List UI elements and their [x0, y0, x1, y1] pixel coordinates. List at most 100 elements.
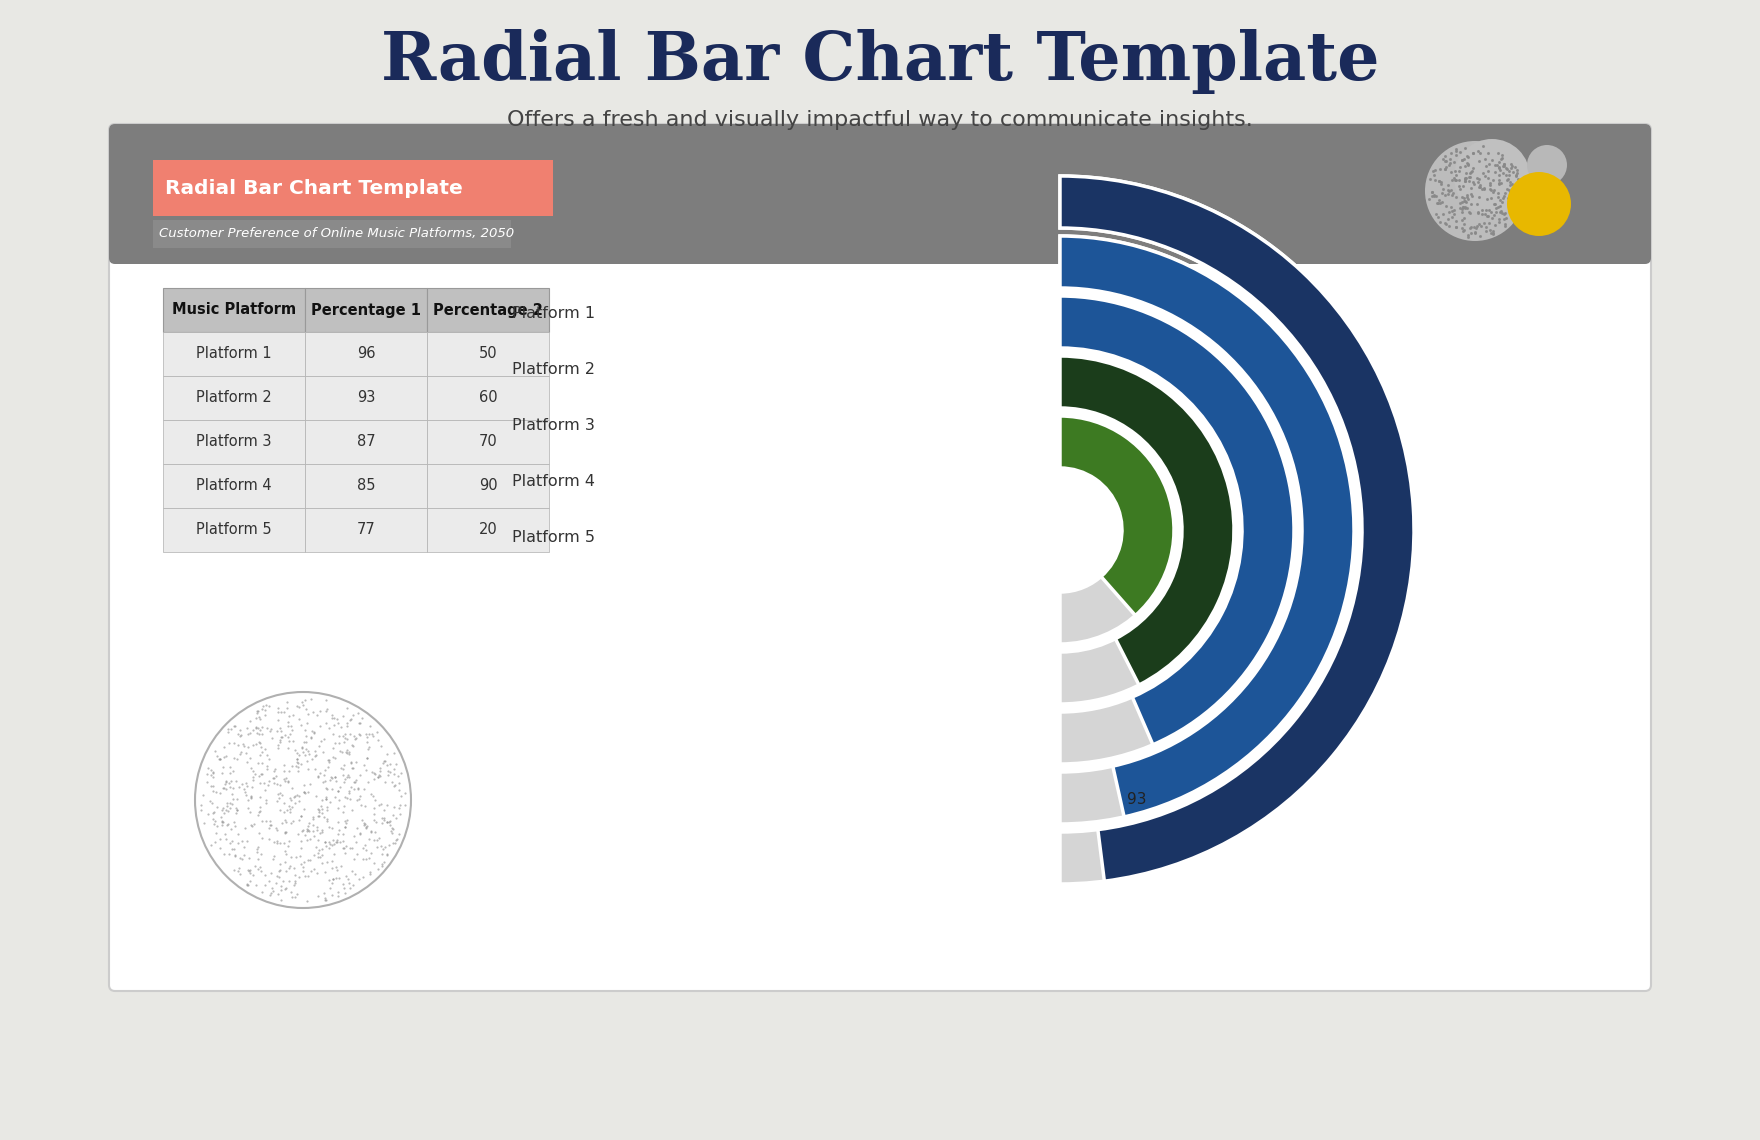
Point	[308, 800, 336, 819]
Text: 96: 96	[357, 347, 375, 361]
Circle shape	[1528, 145, 1566, 185]
Point	[232, 744, 260, 763]
Text: Radial Bar Chart Template: Radial Bar Chart Template	[165, 179, 463, 197]
Point	[377, 822, 405, 840]
Point	[218, 820, 246, 838]
Point	[333, 741, 361, 759]
Point	[195, 791, 224, 809]
Point	[354, 773, 382, 791]
Point	[232, 776, 260, 795]
Text: Offers a fresh and visually impactful way to communicate insights.: Offers a fresh and visually impactful wa…	[507, 109, 1253, 130]
Point	[303, 817, 331, 836]
Point	[350, 814, 378, 832]
Point	[236, 816, 264, 834]
Point	[271, 771, 299, 789]
Point	[273, 801, 301, 820]
Point	[313, 812, 341, 830]
Point	[359, 727, 387, 746]
Point	[243, 702, 271, 720]
Point	[271, 880, 299, 898]
Point	[283, 763, 312, 781]
Point	[220, 717, 248, 735]
Point	[213, 797, 241, 815]
Point	[206, 783, 234, 801]
Point	[257, 720, 285, 739]
Point	[250, 701, 278, 719]
Point	[306, 764, 334, 782]
Point	[345, 870, 373, 888]
Point	[385, 796, 414, 814]
Point	[364, 796, 392, 814]
Point	[319, 870, 347, 888]
FancyBboxPatch shape	[109, 124, 1651, 264]
Point	[224, 824, 252, 842]
Point	[326, 832, 354, 850]
Point	[324, 887, 352, 905]
Point	[294, 891, 322, 910]
Point	[338, 800, 366, 819]
Point	[271, 823, 299, 841]
Point	[340, 706, 368, 724]
Point	[287, 807, 315, 825]
Point	[290, 775, 319, 793]
Point	[285, 792, 313, 811]
Point	[246, 738, 275, 756]
Point	[354, 816, 382, 834]
Point	[319, 709, 347, 727]
Point	[320, 716, 348, 734]
Point	[245, 767, 273, 785]
Point	[370, 812, 398, 830]
Point	[359, 788, 387, 806]
Point	[299, 724, 327, 742]
Point	[260, 760, 289, 779]
Bar	[428, 376, 549, 420]
Point	[345, 824, 373, 842]
Point	[225, 777, 253, 796]
Point	[312, 833, 340, 852]
Point	[239, 722, 268, 740]
Point	[276, 848, 304, 866]
Point	[296, 852, 324, 870]
Point	[292, 714, 320, 732]
Point	[252, 706, 280, 724]
Text: 77: 77	[357, 522, 375, 537]
Point	[347, 714, 375, 732]
Point	[366, 762, 394, 780]
Point	[322, 833, 350, 852]
Point	[255, 750, 283, 768]
Point	[216, 772, 245, 790]
Point	[190, 785, 218, 804]
Point	[241, 719, 269, 738]
Point	[266, 800, 294, 819]
Point	[292, 830, 320, 848]
Point	[308, 821, 336, 839]
Point	[292, 727, 320, 746]
Point	[368, 854, 396, 872]
Point	[324, 833, 352, 852]
Point	[290, 868, 319, 886]
Point	[257, 885, 285, 903]
Point	[271, 772, 299, 790]
Point	[294, 816, 322, 834]
Point	[306, 717, 334, 735]
Point	[269, 702, 297, 720]
Point	[269, 756, 297, 774]
Point	[289, 862, 317, 880]
Point	[275, 739, 303, 757]
Point	[271, 879, 299, 897]
Point	[345, 724, 373, 742]
Point	[209, 748, 238, 766]
Point	[269, 793, 297, 812]
Point	[329, 733, 357, 751]
Point	[289, 858, 317, 877]
Point	[375, 813, 403, 831]
Point	[257, 728, 285, 747]
Point	[387, 787, 415, 805]
Point	[248, 697, 276, 715]
Point	[352, 725, 380, 743]
Point	[371, 838, 400, 856]
Point	[255, 886, 283, 904]
Point	[343, 845, 371, 863]
Point	[350, 756, 378, 774]
Point	[290, 784, 319, 803]
